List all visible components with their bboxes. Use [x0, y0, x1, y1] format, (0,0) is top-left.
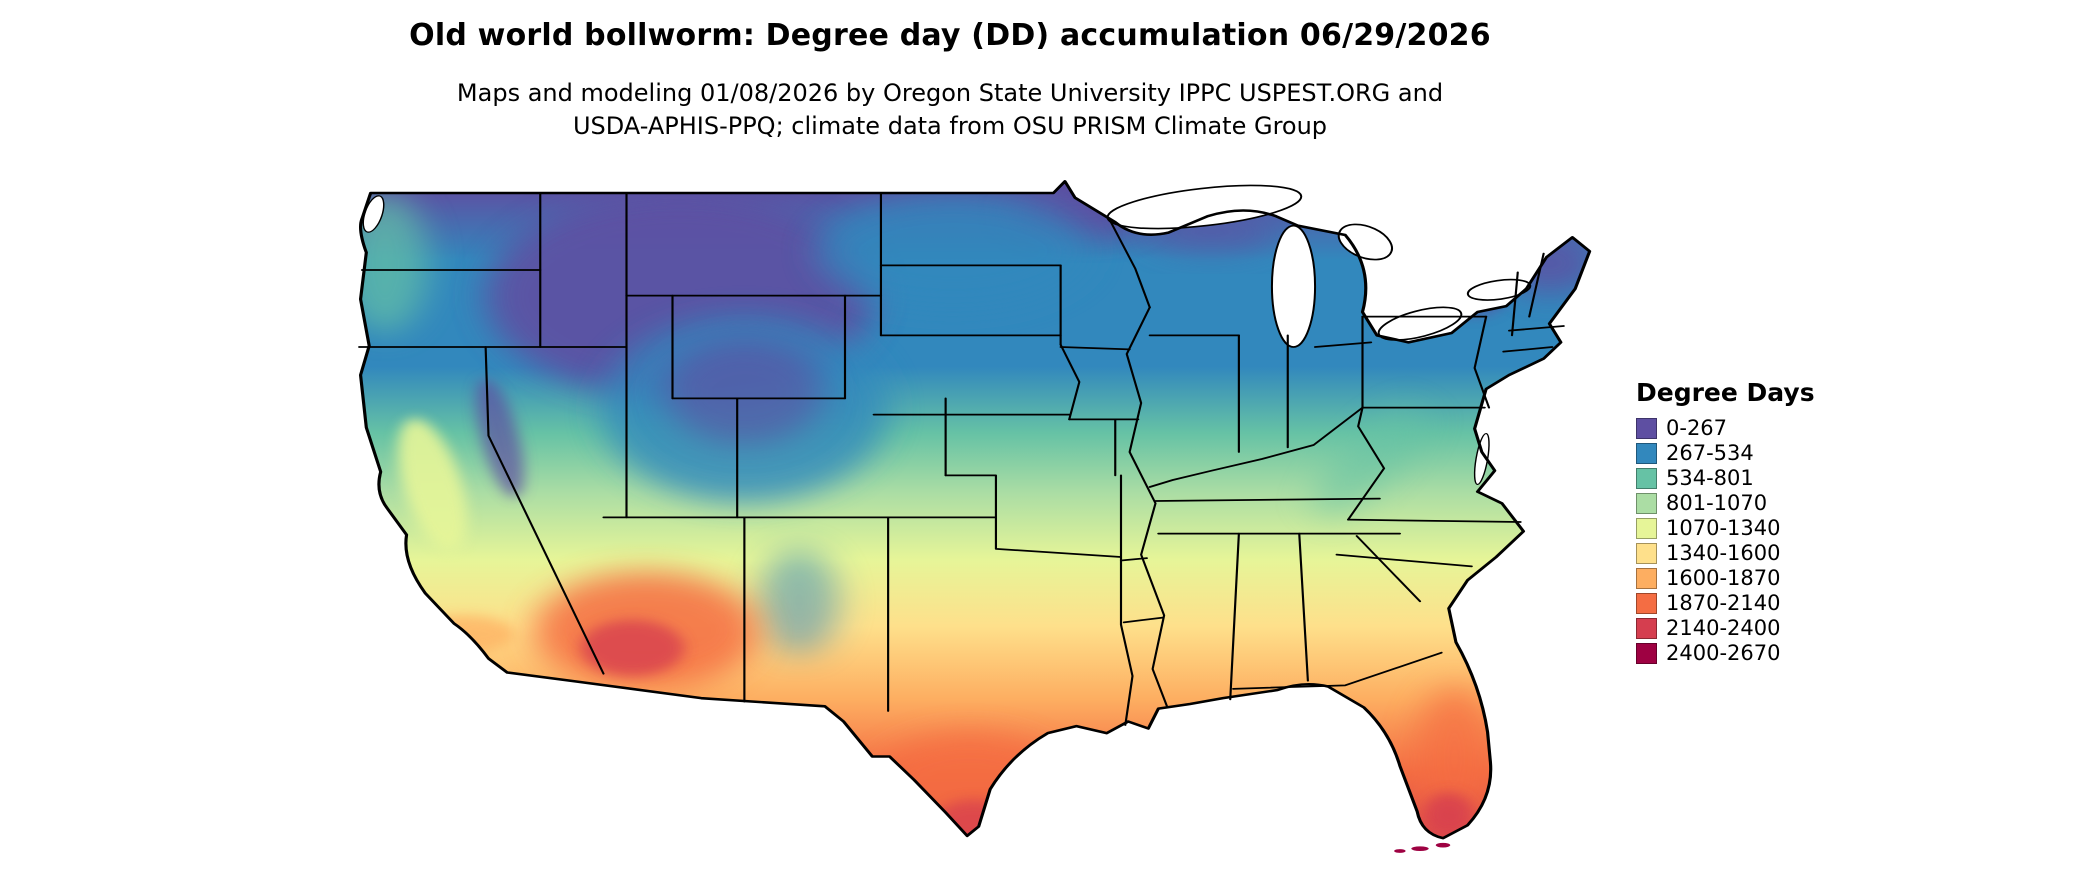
lake-huron-icon [1337, 223, 1393, 261]
legend-swatch [1636, 567, 1657, 589]
legend-label: 1340-1600 [1666, 541, 1781, 565]
legend-entry: 1340-1600 [1636, 541, 1886, 565]
us-degree-day-map [270, 158, 1650, 858]
legend-label: 0-267 [1666, 416, 1728, 440]
us-map-svg [358, 179, 1592, 853]
legend-label: 1870-2140 [1666, 591, 1781, 615]
legend-swatch [1636, 592, 1657, 614]
lake-michigan-icon [1270, 224, 1317, 348]
legend-swatch [1636, 617, 1657, 639]
legend-swatch [1636, 642, 1657, 664]
legend-swatch [1636, 467, 1657, 489]
legend-entry: 267-534 [1636, 441, 1886, 465]
map-subtitle-line1: Maps and modeling 01/08/2026 by Oregon S… [456, 79, 1444, 107]
legend-label: 1600-1870 [1666, 566, 1781, 590]
map-subtitle-line2: USDA-APHIS-PPQ; climate data from OSU PR… [572, 112, 1328, 140]
state-borders [358, 192, 1565, 726]
legend-entry: 534-801 [1636, 466, 1886, 490]
page-title: Old world bollworm: Degree day (DD) accu… [409, 18, 1491, 53]
legend-label: 2140-2400 [1666, 616, 1781, 640]
legend-swatch [1636, 517, 1657, 539]
legend-label: 267-534 [1666, 441, 1754, 465]
legend-entry: 1870-2140 [1636, 591, 1886, 615]
legend-entry: 2140-2400 [1636, 616, 1886, 640]
legend-swatch [1636, 417, 1657, 439]
legend-label: 2400-2670 [1666, 641, 1781, 665]
map-header: Old world bollworm: Degree day (DD) accu… [0, 18, 1900, 143]
map-subtitle: Maps and modeling 01/08/2026 by Oregon S… [0, 77, 1900, 143]
legend-title: Degree Days [1636, 378, 1815, 407]
legend-entry: 2400-2670 [1636, 641, 1886, 665]
legend-rows: 0-267 267-534 534-801 801-1070 1070-1340 1340… [1636, 416, 1886, 665]
legend-label: 534-801 [1666, 466, 1754, 490]
legend-entry: 801-1070 [1636, 491, 1886, 515]
florida-keys [1394, 842, 1451, 853]
legend-swatch [1636, 492, 1657, 514]
legend-entry: 1070-1340 [1636, 516, 1886, 540]
legend: Degree Days 0-267 267-534 534-801 801-1070 1… [1636, 378, 1886, 667]
legend-label: 1070-1340 [1666, 516, 1781, 540]
legend-label: 801-1070 [1666, 491, 1768, 515]
great-lakes [362, 184, 1532, 486]
legend-swatch [1636, 442, 1657, 464]
legend-entry: 0-267 [1636, 416, 1886, 440]
legend-entry: 1600-1870 [1636, 566, 1886, 590]
legend-swatch [1636, 542, 1657, 564]
